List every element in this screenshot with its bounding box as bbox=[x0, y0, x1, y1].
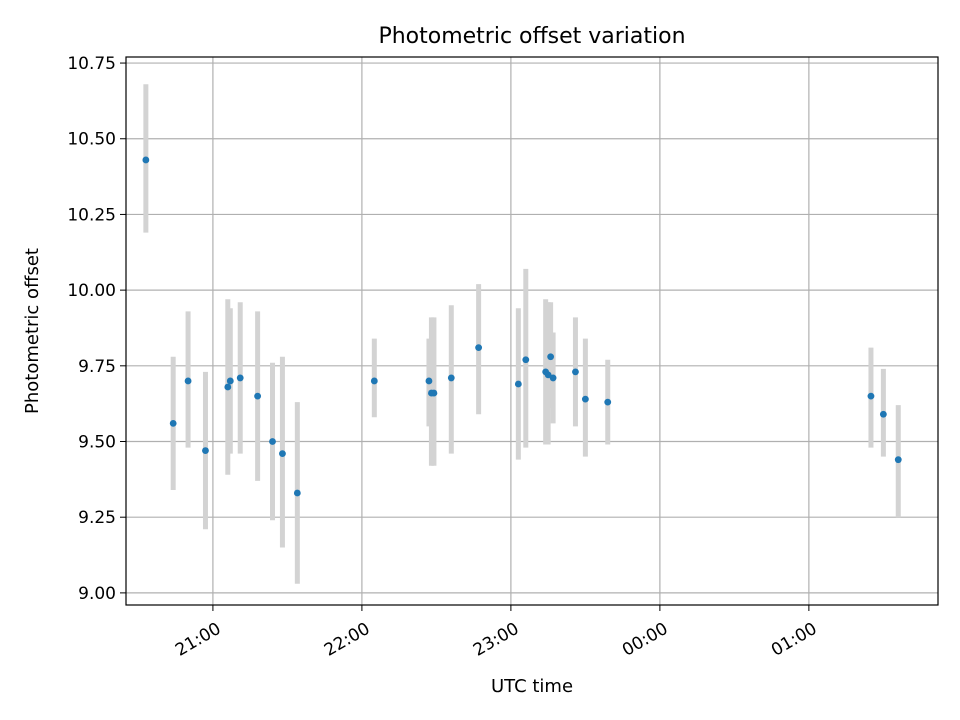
data-point bbox=[370, 377, 378, 385]
data-point bbox=[269, 438, 276, 445]
grid bbox=[126, 57, 938, 605]
x-axis-label: UTC time bbox=[491, 676, 573, 697]
data-point bbox=[879, 410, 887, 418]
data-point bbox=[604, 398, 612, 406]
data-points bbox=[142, 156, 902, 497]
data-point bbox=[293, 489, 301, 497]
data-point bbox=[254, 392, 262, 400]
plot-frame bbox=[125, 56, 939, 606]
data-point bbox=[425, 377, 433, 385]
data-point bbox=[226, 377, 234, 385]
data-point bbox=[447, 374, 455, 382]
data-point bbox=[514, 380, 522, 388]
y-tick-label: 9.00 bbox=[78, 584, 116, 604]
y-tick-label: 10.75 bbox=[67, 54, 116, 74]
data-point bbox=[522, 356, 530, 364]
y-tick-label: 9.50 bbox=[78, 433, 116, 453]
y-tick-label: 10.00 bbox=[67, 281, 116, 301]
data-point bbox=[236, 374, 244, 382]
data-point bbox=[224, 383, 232, 391]
data-point bbox=[475, 344, 483, 352]
y-tick-label: 10.25 bbox=[67, 205, 116, 225]
data-point bbox=[894, 456, 902, 464]
data-point bbox=[581, 395, 589, 403]
data-point bbox=[169, 419, 177, 427]
data-point bbox=[142, 156, 150, 164]
data-point bbox=[867, 392, 875, 400]
chart-title: Photometric offset variation bbox=[378, 24, 685, 49]
data-point bbox=[544, 371, 552, 379]
data-point bbox=[279, 450, 286, 458]
data-point bbox=[547, 353, 555, 361]
data-point bbox=[202, 447, 209, 454]
y-axis-label: Photometric offset bbox=[22, 248, 43, 414]
y-axis-ticks: 9.00 9.25 9.50 9.75 10.00 10.25 10.50 10.75 bbox=[67, 54, 126, 604]
y-tick-label: 9.25 bbox=[78, 508, 116, 528]
data-point bbox=[572, 368, 579, 376]
y-tick-label: 9.75 bbox=[78, 357, 116, 377]
y-tick-label: 10.50 bbox=[67, 130, 116, 150]
data-point bbox=[184, 377, 192, 385]
data-point bbox=[549, 374, 557, 382]
data-point bbox=[430, 389, 438, 397]
